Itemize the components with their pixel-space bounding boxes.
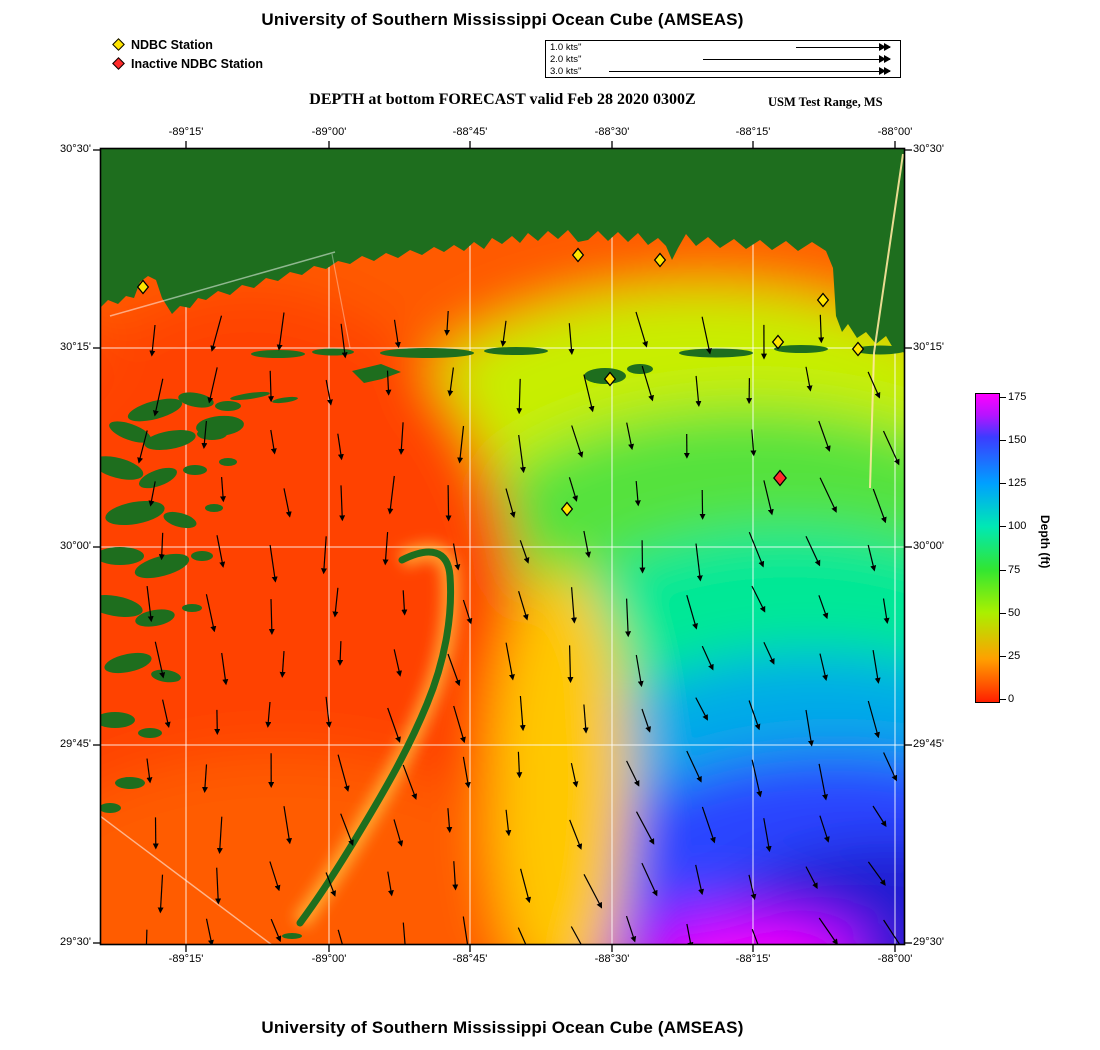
colorbar-tick xyxy=(1000,483,1006,485)
x-tick-label-top: -89°00' xyxy=(311,126,347,138)
y-tick-label-right: 29°30' xyxy=(913,936,944,948)
legend-label-active: NDBC Station xyxy=(131,37,213,52)
map-canvas xyxy=(93,141,912,952)
colorbar-tick xyxy=(1000,397,1006,398)
colorbar-title: Depth (ft) xyxy=(1038,515,1052,569)
y-tick-label-right: 29°45' xyxy=(913,738,944,750)
ndbc-station-marker xyxy=(851,341,865,357)
ndbc-station-marker xyxy=(571,247,585,263)
x-tick-label-top: -88°00' xyxy=(877,126,913,138)
legend-label-inactive: Inactive NDBC Station xyxy=(131,56,263,71)
colorbar-tick-label: 100 xyxy=(1008,520,1027,533)
vector-scale-box: 1.0 kts'' 2.0 kts'' 3.0 kts'' xyxy=(545,40,901,78)
scale-label-3: 3.0 kts'' xyxy=(550,66,582,77)
colorbar-tick-label: 150 xyxy=(1008,434,1027,447)
colorbar-tick xyxy=(1000,612,1006,614)
ndbc-stations xyxy=(136,247,865,517)
x-tick-label-bottom: -89°15' xyxy=(168,953,204,965)
station-legend: NDBC Station Inactive NDBC Station xyxy=(112,35,263,73)
x-tick-label-top: -88°45' xyxy=(452,126,488,138)
x-tick-label-bottom: -88°00' xyxy=(877,953,913,965)
x-tick-label-top: -89°15' xyxy=(168,126,204,138)
y-tick-label-left: 29°45' xyxy=(60,738,91,750)
y-tick-label-right: 30°30' xyxy=(913,143,944,155)
x-tick-label-top: -88°15' xyxy=(735,126,771,138)
ndbc-station-icon xyxy=(112,38,125,51)
x-tick-label-bottom: -88°30' xyxy=(594,953,630,965)
colorbar-tick xyxy=(1000,569,1006,571)
colorbar-tick-label: 125 xyxy=(1008,477,1027,490)
chandeleur-islands xyxy=(296,548,455,927)
y-tick-label-left: 30°00' xyxy=(60,540,91,552)
legend-item-inactive: Inactive NDBC Station xyxy=(112,54,263,73)
scale-row-2: 2.0 kts'' xyxy=(546,54,900,66)
chandeleur-tail xyxy=(282,933,302,939)
colorbar-tick xyxy=(1000,440,1006,442)
colorbar-tick xyxy=(1000,526,1006,528)
land xyxy=(100,148,905,939)
y-tick-label-left: 30°30' xyxy=(60,143,91,155)
scale-label-1: 1.0 kts'' xyxy=(550,42,582,53)
colorbar-tick-label: 25 xyxy=(1008,649,1021,662)
map-frame xyxy=(99,147,906,946)
scale-arrow-3 xyxy=(609,67,891,75)
y-tick-label-right: 30°00' xyxy=(913,540,944,552)
ndbc-station-marker xyxy=(771,334,785,350)
y-tick-label-right: 30°15' xyxy=(913,341,944,353)
x-tick-label-top: -88°30' xyxy=(594,126,630,138)
ndbc-station-marker xyxy=(816,292,830,308)
colorbar-tick-label: 175 xyxy=(1008,391,1027,403)
colorbar-tick-label: 0 xyxy=(1008,693,1015,705)
ndbc-station-marker xyxy=(653,252,667,268)
inactive-ndbc-station-marker xyxy=(773,469,787,487)
scale-row-1: 1.0 kts'' xyxy=(546,42,900,54)
scale-arrow-2 xyxy=(703,55,891,63)
inactive-ndbc-station-icon xyxy=(112,57,125,70)
land-mainland xyxy=(100,148,905,353)
ndbc-station-marker xyxy=(603,371,617,387)
scale-arrow-1 xyxy=(796,43,891,51)
forecast-subtitle: DEPTH at bottom FORECAST valid Feb 28 20… xyxy=(309,91,696,108)
scale-label-2: 2.0 kts'' xyxy=(550,54,582,65)
scale-row-3: 3.0 kts'' xyxy=(546,66,900,78)
x-tick-label-bottom: -89°00' xyxy=(311,953,347,965)
y-tick-label-left: 30°15' xyxy=(60,341,91,353)
colorbar-tick xyxy=(1000,655,1006,657)
colorbar-tick-label: 75 xyxy=(1008,563,1021,576)
x-tick-label-bottom: -88°15' xyxy=(735,953,771,965)
ndbc-station-marker xyxy=(136,279,150,295)
barrier-islands xyxy=(251,345,905,384)
marsh-islands xyxy=(100,391,298,813)
colorbar xyxy=(975,393,1000,703)
y-tick-label-left: 29°30' xyxy=(60,936,91,948)
colorbar-tick xyxy=(1000,699,1006,700)
x-tick-label-bottom: -88°45' xyxy=(452,953,488,965)
ndbc-station-marker xyxy=(560,501,574,517)
page-title: University of Southern Mississippi Ocean… xyxy=(261,10,744,29)
legend-item-active: NDBC Station xyxy=(112,35,263,54)
range-label: USM Test Range, MS xyxy=(768,95,883,109)
axis-ticks xyxy=(93,141,912,952)
colorbar-tick-label: 50 xyxy=(1008,606,1021,619)
footer-title: University of Southern Mississippi Ocean… xyxy=(261,1018,744,1037)
channel-lines xyxy=(100,153,904,945)
current-vectors xyxy=(137,310,901,945)
